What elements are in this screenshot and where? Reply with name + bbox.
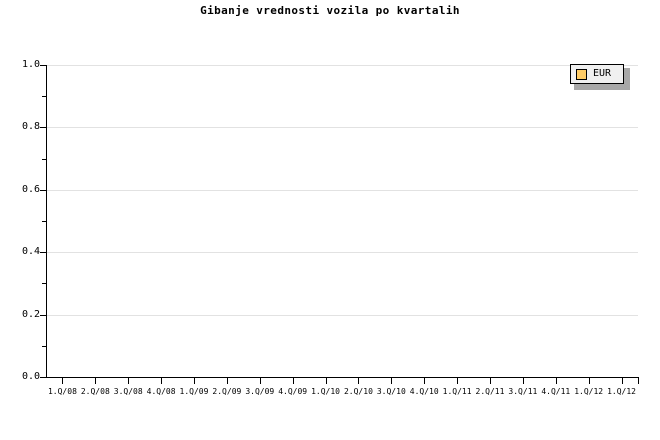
chart-legend[interactable]: EUR [570,64,624,84]
x-axis-label: 2.Q/08 [80,387,110,396]
y-axis-tick [40,252,46,254]
y-axis-minor-tick [42,96,46,98]
y-axis-minor-tick [42,158,46,160]
x-axis-tick [128,378,129,384]
x-axis-label: 1.Q/12 [607,387,636,396]
x-axis-tick [62,378,63,384]
chart-title: Gibanje vrednosti vozila po kvartalih [200,4,460,17]
x-axis-tick [424,378,425,384]
x-axis-tick [260,378,261,384]
gridline [46,127,638,129]
legend-swatch-eur [576,68,587,80]
x-axis-label: 2.Q/11 [475,387,505,396]
y-axis-label: 0.6 [21,183,40,195]
y-axis-label: 0.4 [21,246,40,258]
x-axis-tick [391,378,392,384]
legend-label-eur: EUR [593,68,612,79]
x-axis-label: 4.Q/11 [541,387,571,396]
y-axis-label: 0.0 [21,371,40,382]
y-axis-labels: 0.0 0.2 0.4 0.6 0.8 1.0 [0,0,40,440]
y-axis-minor-tick [42,283,46,285]
x-axis-tick [523,378,524,384]
x-axis-tick [293,378,294,384]
x-axis-tick [95,378,96,384]
x-axis-tick [457,378,458,384]
y-axis-tick [40,189,46,191]
x-axis-label: 2.Q/09 [212,387,242,396]
x-axis-label: 1.Q/12 [574,387,604,396]
gridline [46,65,638,66]
y-axis-minor-tick [42,345,46,347]
y-axis-tick [40,127,46,129]
y-axis-tick [40,377,46,378]
x-axis-label: 2.Q/10 [343,387,373,396]
x-axis-label: 3.Q/08 [113,387,143,396]
x-axis-tick [161,378,162,384]
x-axis-label: 3.Q/11 [508,387,538,396]
x-axis-label: 1.Q/09 [179,387,209,396]
y-axis-tick [40,65,46,66]
x-axis-tick [638,378,639,384]
y-axis-minor-tick [42,221,46,222]
x-axis-line [46,377,639,378]
x-axis-label: 4.Q/09 [278,387,308,396]
gridline [46,252,638,254]
x-axis-tick [622,378,623,384]
x-axis-tick [358,378,359,384]
x-axis-label: 1.Q/10 [311,387,340,396]
plot-area [46,65,638,377]
gridline [46,314,638,316]
x-axis-label: 1.Q/11 [442,387,472,396]
x-axis-label: 4.Q/10 [409,387,439,396]
x-axis-label: 3.Q/09 [245,387,275,396]
y-axis-tick [40,314,46,316]
gridline [46,189,638,191]
x-axis-tick [490,378,491,384]
x-axis-label: 3.Q/10 [376,387,406,396]
y-axis-line [46,65,47,378]
y-axis-label: 1.0 [21,59,40,70]
x-axis-tick [589,378,590,384]
y-axis-label: 0.8 [21,121,40,133]
x-axis-tick [556,378,557,384]
x-axis-label: 1.Q/08 [47,387,77,396]
x-axis-tick [227,378,228,384]
x-axis-tick [194,378,195,384]
x-axis-tick [326,378,327,384]
x-axis-label: 4.Q/08 [146,387,176,396]
y-axis-label: 0.2 [21,308,40,320]
